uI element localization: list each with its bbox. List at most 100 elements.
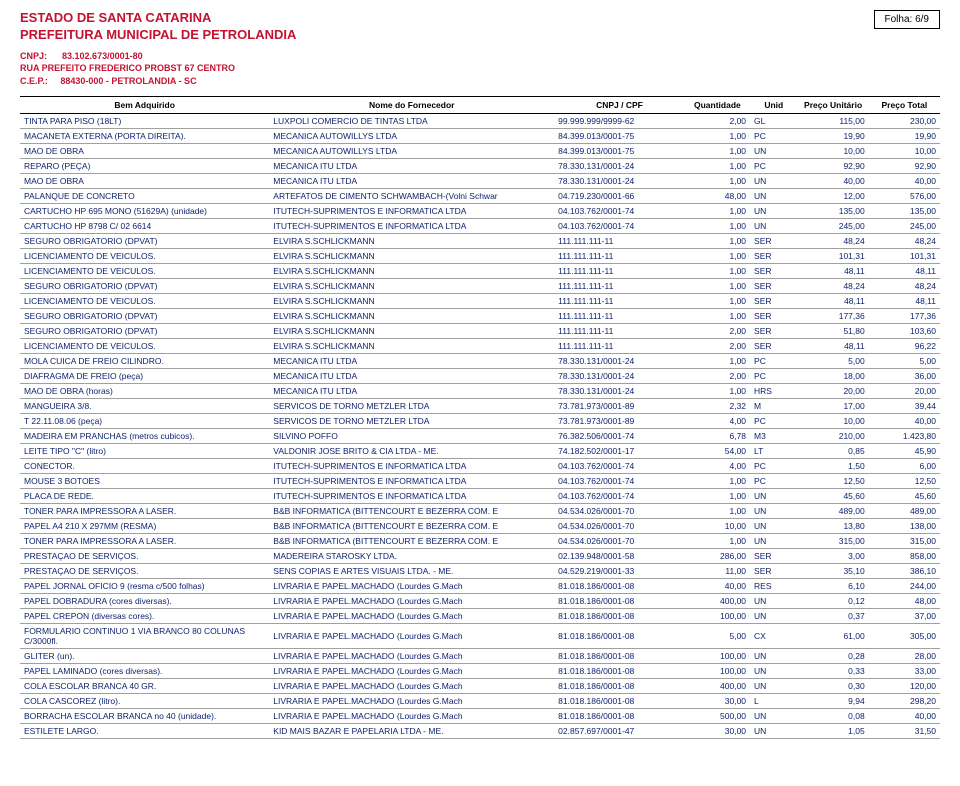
cell-pu: 489,00 <box>798 503 869 518</box>
cell-pu: 10,00 <box>798 413 869 428</box>
cell-fornecedor: LIVRARIA E PAPEL.MACHADO (Lourdes G.Mach <box>269 623 554 648</box>
cell-pu: 210,00 <box>798 428 869 443</box>
cell-fornecedor: MECANICA ITU LTDA <box>269 173 554 188</box>
cell-cnpj: 04.103.762/0001-74 <box>554 473 685 488</box>
cell-bem: SEGURO OBRIGATORIO (DPVAT) <box>20 323 269 338</box>
cell-pu: 0,37 <box>798 608 869 623</box>
header-row: ESTADO DE SANTA CATARINA PREFEITURA MUNI… <box>20 10 940 44</box>
col-pt: Preço Total <box>869 96 940 113</box>
cell-qtd: 2,32 <box>685 398 750 413</box>
cell-cnpj: 111.111.111-11 <box>554 263 685 278</box>
table-row: SEGURO OBRIGATORIO (DPVAT)ELVIRA S.SCHLI… <box>20 233 940 248</box>
cell-bem: COLA CASCOREZ (litro). <box>20 693 269 708</box>
cell-bem: CARTUCHO HP 695 MONO (51629A) (unidade) <box>20 203 269 218</box>
cell-unid: UN <box>750 678 797 693</box>
cell-qtd: 1,00 <box>685 128 750 143</box>
cell-unid: M <box>750 398 797 413</box>
cell-cnpj: 81.018.186/0001-08 <box>554 708 685 723</box>
cell-qtd: 1,00 <box>685 383 750 398</box>
table-row: PAPEL A4 210 X 297MM (RESMA)B&B INFORMAT… <box>20 518 940 533</box>
cell-cnpj: 04.534.026/0001-70 <box>554 533 685 548</box>
table-row: MAO DE OBRA (horas)MECANICA ITU LTDA78.3… <box>20 383 940 398</box>
cell-cnpj: 81.018.186/0001-08 <box>554 678 685 693</box>
cell-bem: ESTILETE LARGO. <box>20 723 269 738</box>
cell-fornecedor: ELVIRA S.SCHLICKMANN <box>269 308 554 323</box>
cell-unid: SER <box>750 233 797 248</box>
cell-pu: 45,60 <box>798 488 869 503</box>
cell-unid: L <box>750 693 797 708</box>
table-row: MACANETA EXTERNA (PORTA DIREITA).MECANIC… <box>20 128 940 143</box>
table-row: CARTUCHO HP 8798 C/ 02 6614ITUTECH-SUPRI… <box>20 218 940 233</box>
cell-pt: 28,00 <box>869 648 940 663</box>
cell-pu: 177,36 <box>798 308 869 323</box>
cell-unid: PC <box>750 458 797 473</box>
cell-bem: MAO DE OBRA <box>20 143 269 158</box>
cell-cnpj: 81.018.186/0001-08 <box>554 648 685 663</box>
cell-fornecedor: MECANICA ITU LTDA <box>269 368 554 383</box>
cell-qtd: 1,00 <box>685 488 750 503</box>
cell-qtd: 100,00 <box>685 663 750 678</box>
col-pu: Preço Unitário <box>798 96 869 113</box>
cell-fornecedor: LIVRARIA E PAPEL.MACHADO (Lourdes G.Mach <box>269 708 554 723</box>
cell-pt: 96,22 <box>869 338 940 353</box>
cell-fornecedor: KID MAIS BAZAR E PAPELARIA LTDA - ME. <box>269 723 554 738</box>
cell-pu: 10,00 <box>798 143 869 158</box>
cell-fornecedor: ITUTECH-SUPRIMENTOS E INFORMATICA LTDA <box>269 203 554 218</box>
cell-pu: 48,11 <box>798 263 869 278</box>
cell-pt: 230,00 <box>869 113 940 128</box>
cell-unid: SER <box>750 338 797 353</box>
cell-fornecedor: ELVIRA S.SCHLICKMANN <box>269 248 554 263</box>
cell-fornecedor: ARTEFATOS DE CIMENTO SCHWAMBACH-(Volni S… <box>269 188 554 203</box>
table-head: Bem Adquirido Nome do Fornecedor CNPJ / … <box>20 96 940 113</box>
cell-unid: PC <box>750 368 797 383</box>
cell-unid: SER <box>750 563 797 578</box>
cell-unid: PC <box>750 473 797 488</box>
cell-unid: UN <box>750 218 797 233</box>
cell-cnpj: 99.999.999/9999-62 <box>554 113 685 128</box>
cell-unid: LT <box>750 443 797 458</box>
cell-bem: LICENCIAMENTO DE VEICULOS. <box>20 263 269 278</box>
cell-fornecedor: ELVIRA S.SCHLICKMANN <box>269 323 554 338</box>
cell-qtd: 11,00 <box>685 563 750 578</box>
cell-fornecedor: SENS COPIAS E ARTES VISUAIS LTDA. - ME. <box>269 563 554 578</box>
cell-qtd: 30,00 <box>685 693 750 708</box>
table-row: LICENCIAMENTO DE VEICULOS.ELVIRA S.SCHLI… <box>20 248 940 263</box>
cell-pt: 45,60 <box>869 488 940 503</box>
cell-qtd: 400,00 <box>685 593 750 608</box>
cell-qtd: 1,00 <box>685 503 750 518</box>
table-row: DIAFRAGMA DE FREIO (peça)MECANICA ITU LT… <box>20 368 940 383</box>
cell-cnpj: 02.857.697/0001-47 <box>554 723 685 738</box>
cell-cnpj: 78.330.131/0001-24 <box>554 383 685 398</box>
cell-cnpj: 73.781.973/0001-89 <box>554 398 685 413</box>
cell-cnpj: 111.111.111-11 <box>554 293 685 308</box>
cell-pt: 858,00 <box>869 548 940 563</box>
cell-fornecedor: SERVICOS DE TORNO METZLER LTDA <box>269 413 554 428</box>
cell-pt: 10,00 <box>869 143 940 158</box>
cell-pt: 37,00 <box>869 608 940 623</box>
cell-unid: RES <box>750 578 797 593</box>
cell-qtd: 400,00 <box>685 678 750 693</box>
cell-fornecedor: B&B INFORMATICA (BITTENCOURT E BEZERRA C… <box>269 518 554 533</box>
cell-qtd: 286,00 <box>685 548 750 563</box>
cell-cnpj: 111.111.111-11 <box>554 248 685 263</box>
cell-qtd: 1,00 <box>685 143 750 158</box>
cell-pu: 48,11 <box>798 293 869 308</box>
cell-bem: REPARO (PEÇA) <box>20 158 269 173</box>
cell-fornecedor: SERVICOS DE TORNO METZLER LTDA <box>269 398 554 413</box>
cell-pu: 9,94 <box>798 693 869 708</box>
cell-pu: 135,00 <box>798 203 869 218</box>
cell-cnpj: 76.382.506/0001-74 <box>554 428 685 443</box>
cell-unid: SER <box>750 263 797 278</box>
cell-pt: 40,00 <box>869 413 940 428</box>
table-row: SEGURO OBRIGATORIO (DPVAT)ELVIRA S.SCHLI… <box>20 323 940 338</box>
cell-pu: 245,00 <box>798 218 869 233</box>
table-row: PRESTAÇAO DE SERVIÇOS.SENS COPIAS E ARTE… <box>20 563 940 578</box>
cell-unid: UN <box>750 503 797 518</box>
cell-pu: 1,05 <box>798 723 869 738</box>
cell-pt: 45,90 <box>869 443 940 458</box>
cell-cnpj: 74.182.502/0001-17 <box>554 443 685 458</box>
col-fornecedor: Nome do Fornecedor <box>269 96 554 113</box>
cell-pt: 5,00 <box>869 353 940 368</box>
cell-fornecedor: ELVIRA S.SCHLICKMANN <box>269 338 554 353</box>
cell-pu: 40,00 <box>798 173 869 188</box>
